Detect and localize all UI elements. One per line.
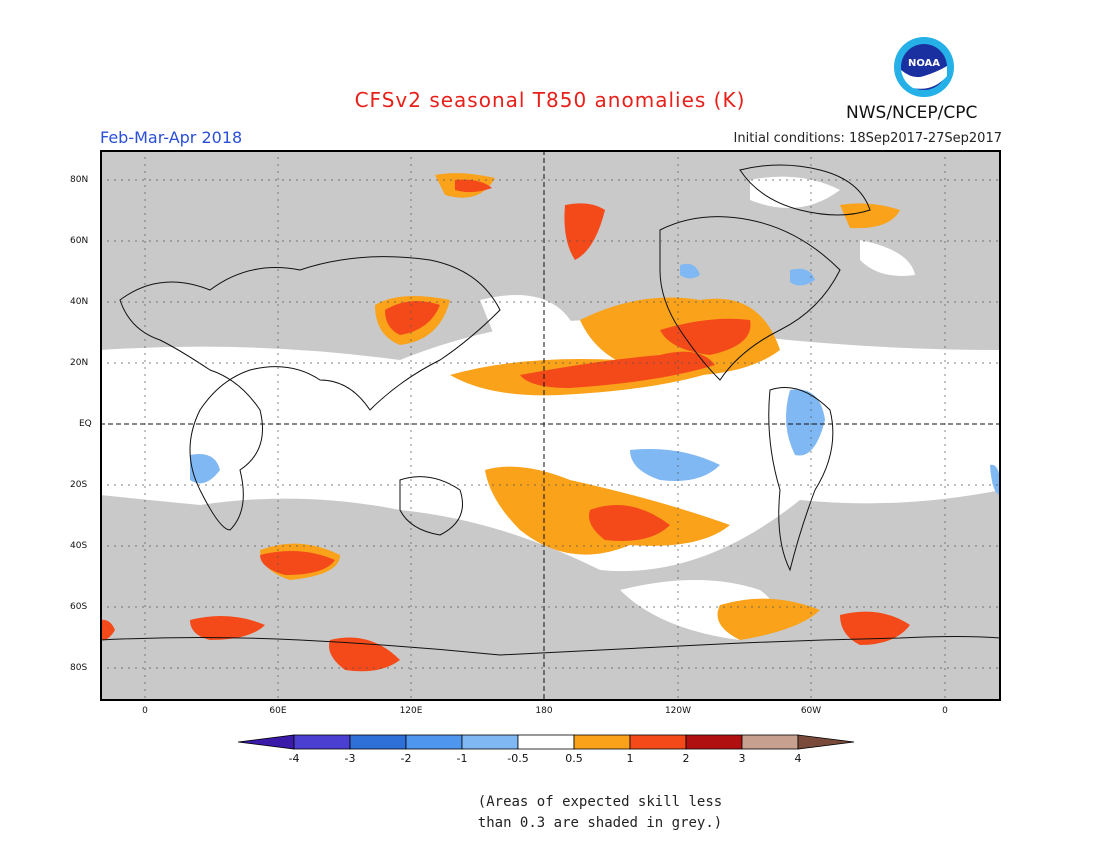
tropical-white-band — [100, 320, 1001, 572]
colorbar-label: 4 — [794, 752, 802, 765]
white-patch-atlantic — [860, 240, 915, 276]
anomaly-red-weddell — [840, 611, 910, 645]
colorbar-segment-8 — [685, 734, 743, 750]
anomaly-blue-north-america — [680, 263, 700, 279]
anomaly-red-siberia — [455, 179, 492, 193]
colorbar-label: -3 — [344, 752, 356, 765]
anomaly-red-tropical-pacific — [520, 351, 715, 388]
reference-lines — [100, 150, 1001, 701]
colorbar-segment-4 — [461, 734, 519, 750]
lon-label-180: 180 — [535, 706, 553, 716]
colorbar-label: 1 — [626, 752, 634, 765]
lon-label-60e: 60E — [269, 706, 287, 716]
noaa-logo: NOAA — [894, 37, 954, 97]
colorbar-label: 2 — [682, 752, 690, 765]
coastlines — [100, 164, 1001, 656]
lat-label-80s: 80S — [70, 663, 88, 673]
anomaly-red-south-indian — [260, 551, 335, 575]
lon-label-120w: 120W — [664, 706, 692, 716]
lat-label-60s: 60S — [70, 602, 88, 612]
skill-note: (Areas of expected skill less than 0.3 a… — [420, 792, 780, 834]
anomaly-red-antarctic-east — [329, 637, 400, 672]
lon-label-120e: 120E — [399, 706, 423, 716]
lon-label-60w: 60W — [800, 706, 822, 716]
lat-label-20s: 20S — [70, 480, 88, 490]
lat-label-80n: 80N — [70, 175, 89, 185]
colorbar — [238, 734, 855, 750]
lat-label-60n: 60N — [70, 236, 89, 246]
white-patch-arctic — [750, 176, 840, 208]
anomaly-red-east-asia — [385, 301, 440, 335]
anomaly-red-south-pacific — [589, 505, 670, 541]
lat-label-40s: 40S — [70, 541, 88, 551]
anomaly-map — [100, 150, 1001, 701]
anomaly-orange-greenland — [840, 203, 900, 229]
anomaly-red-edge-west — [100, 619, 115, 641]
anomaly-blue-east-us — [790, 268, 815, 286]
skill-note-line-1: (Areas of expected skill less — [477, 794, 723, 810]
lon-label-0-west: 0 — [142, 706, 148, 716]
anomaly-red-bering — [564, 203, 605, 260]
map-frame — [100, 150, 1001, 701]
lat-label-20n: 20N — [70, 358, 89, 368]
anomaly-red-northeast-pacific — [660, 318, 751, 355]
colorbar-label: 0.5 — [565, 752, 583, 765]
lat-label-eq: EQ — [79, 419, 92, 429]
lat-label-40n: 40N — [70, 297, 89, 307]
colorbar-segment-1 — [293, 734, 351, 750]
agency-label: NWS/NCEP/CPC — [846, 103, 978, 123]
colorbar-label: -1 — [456, 752, 468, 765]
colorbar-segment-9 — [741, 734, 799, 750]
colorbar-segment-3 — [405, 734, 463, 750]
anomaly-blue-amazon — [786, 389, 825, 456]
anomaly-blue-africa — [190, 454, 220, 484]
white-patch-npacific — [480, 295, 580, 354]
colorbar-label: 3 — [738, 752, 746, 765]
colorbar-segment-2 — [349, 734, 407, 750]
colorbar-segment-7 — [629, 734, 687, 750]
anomaly-blue-edge-east — [990, 464, 1001, 495]
skill-note-line-2: than 0.3 are shaded in grey.) — [477, 815, 723, 831]
map-title: CFSv2 seasonal T850 anomalies (K) — [354, 88, 746, 112]
season-label: Feb-Mar-Apr 2018 — [100, 128, 243, 147]
graticule — [100, 150, 1001, 701]
colorbar-segment-max — [797, 734, 855, 750]
anomaly-red-antarctic-west — [190, 616, 265, 640]
colorbar-segment-5 — [517, 734, 575, 750]
colorbar-segment-min — [238, 734, 295, 750]
anomaly-blue-equatorial-pacific — [630, 449, 720, 481]
colorbar-label: -0.5 — [507, 752, 529, 765]
initial-conditions-label: Initial conditions: 18Sep2017-27Sep2017 — [733, 131, 1002, 146]
anomaly-orange-drake — [717, 598, 820, 640]
colorbar-label: -2 — [400, 752, 412, 765]
lon-label-0-east: 0 — [942, 706, 948, 716]
colorbar-segment-6 — [573, 734, 631, 750]
logo-text: NOAA — [908, 58, 940, 69]
colorbar-label: -4 — [288, 752, 300, 765]
